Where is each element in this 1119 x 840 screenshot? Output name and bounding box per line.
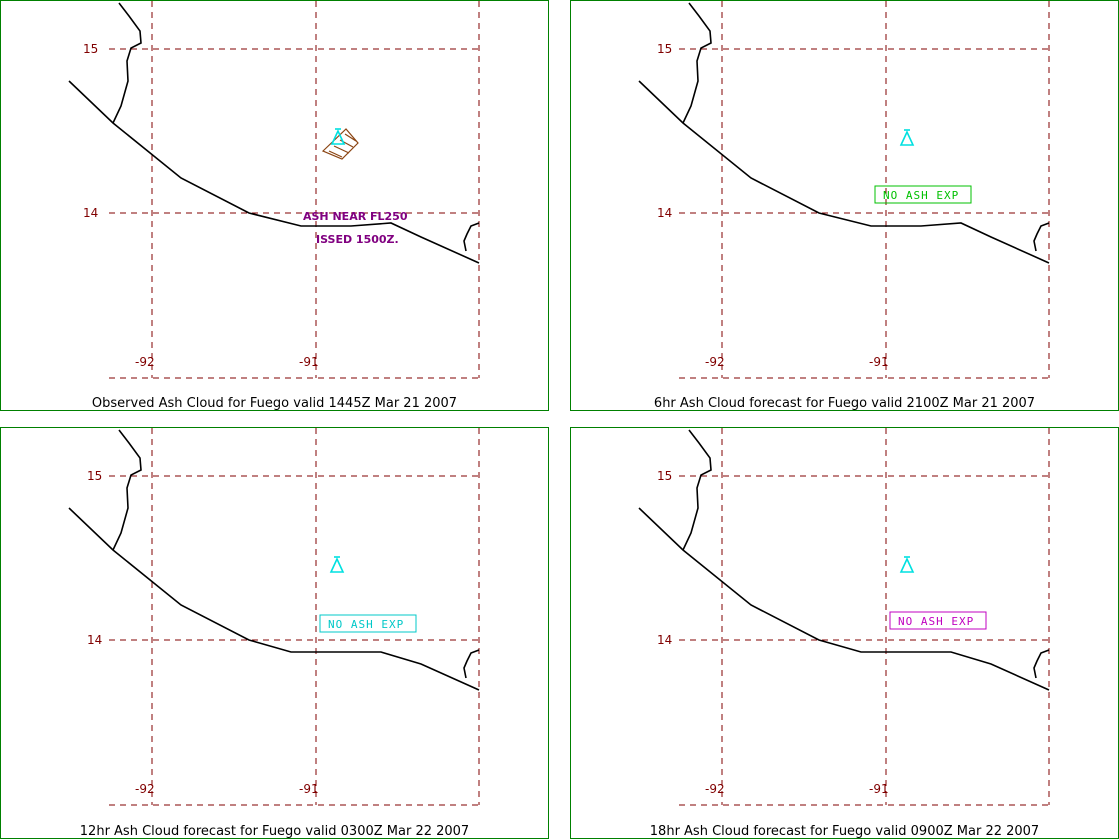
lon-label-91: -91 [869, 782, 889, 796]
volcano-triangle-icon [899, 556, 915, 573]
status-box [319, 614, 417, 633]
lat-label-14: 14 [87, 633, 102, 647]
volcano-triangle-icon [330, 128, 346, 145]
panel-caption: Observed Ash Cloud for Fuego valid 1445Z… [91, 396, 458, 411]
lon-label-92: -92 [705, 782, 725, 796]
panel-caption: 6hr Ash Cloud forecast for Fuego valid 2… [653, 396, 1036, 411]
map-panel-6hr: 15 14 -92 -91 NO ASH EXP 6hr Ash Cloud f… [570, 0, 1119, 411]
map-panel-observed: 15 14 -92 -91 ASH NEAR FL250 ISSED 1500Z… [0, 0, 549, 411]
panel-caption: 18hr Ash Cloud forecast for Fuego valid … [649, 824, 1040, 839]
grid-lines [679, 428, 1050, 806]
lat-label-15: 15 [87, 469, 102, 483]
lat-label-14: 14 [657, 633, 672, 647]
lat-label-14: 14 [657, 206, 672, 220]
status-box-text: NO ASH EXP [883, 189, 959, 202]
status-box-text: NO ASH EXP [328, 618, 404, 631]
lon-label-91: -91 [299, 355, 319, 369]
lat-label-15: 15 [657, 42, 672, 56]
coastline [638, 429, 1050, 691]
annotation-line-1: ASH NEAR FL250 [303, 210, 408, 223]
lat-label-15: 15 [657, 469, 672, 483]
annotation-line-2: ISSED 1500Z. [316, 233, 399, 246]
map-panel-12hr: 15 14 -92 -91 NO ASH EXP 12hr Ash Cloud … [0, 427, 549, 839]
coastline [638, 2, 1050, 264]
map-panel-18hr: 15 14 -92 -91 NO ASH EXP 18hr Ash Cloud … [570, 427, 1119, 839]
lon-label-91: -91 [869, 355, 889, 369]
status-box [889, 611, 987, 630]
lon-label-92: -92 [135, 355, 155, 369]
lon-label-92: -92 [135, 782, 155, 796]
status-box-text: NO ASH EXP [898, 615, 974, 628]
map-canvas: 15 14 -92 -91 NO ASH EXP [638, 1, 1050, 379]
map-canvas: 15 14 -92 -91 ASH NEAR FL250 ISSED 1500Z… [68, 1, 480, 379]
volcano-triangle-icon [329, 556, 345, 573]
grid-lines [109, 428, 480, 806]
lat-label-14: 14 [83, 206, 98, 220]
status-box [874, 185, 972, 204]
lon-label-92: -92 [705, 355, 725, 369]
grid-lines [109, 1, 480, 379]
grid-lines [679, 1, 1050, 379]
map-canvas: 15 14 -92 -91 NO ASH EXP [638, 428, 1050, 806]
volcano-triangle-icon [899, 129, 915, 146]
coastline [68, 429, 480, 691]
coastline [68, 2, 480, 264]
lat-label-15: 15 [83, 42, 98, 56]
lon-label-91: -91 [299, 782, 319, 796]
panel-caption: 12hr Ash Cloud forecast for Fuego valid … [79, 824, 470, 839]
map-canvas: 15 14 -92 -91 NO ASH EXP [68, 428, 480, 806]
